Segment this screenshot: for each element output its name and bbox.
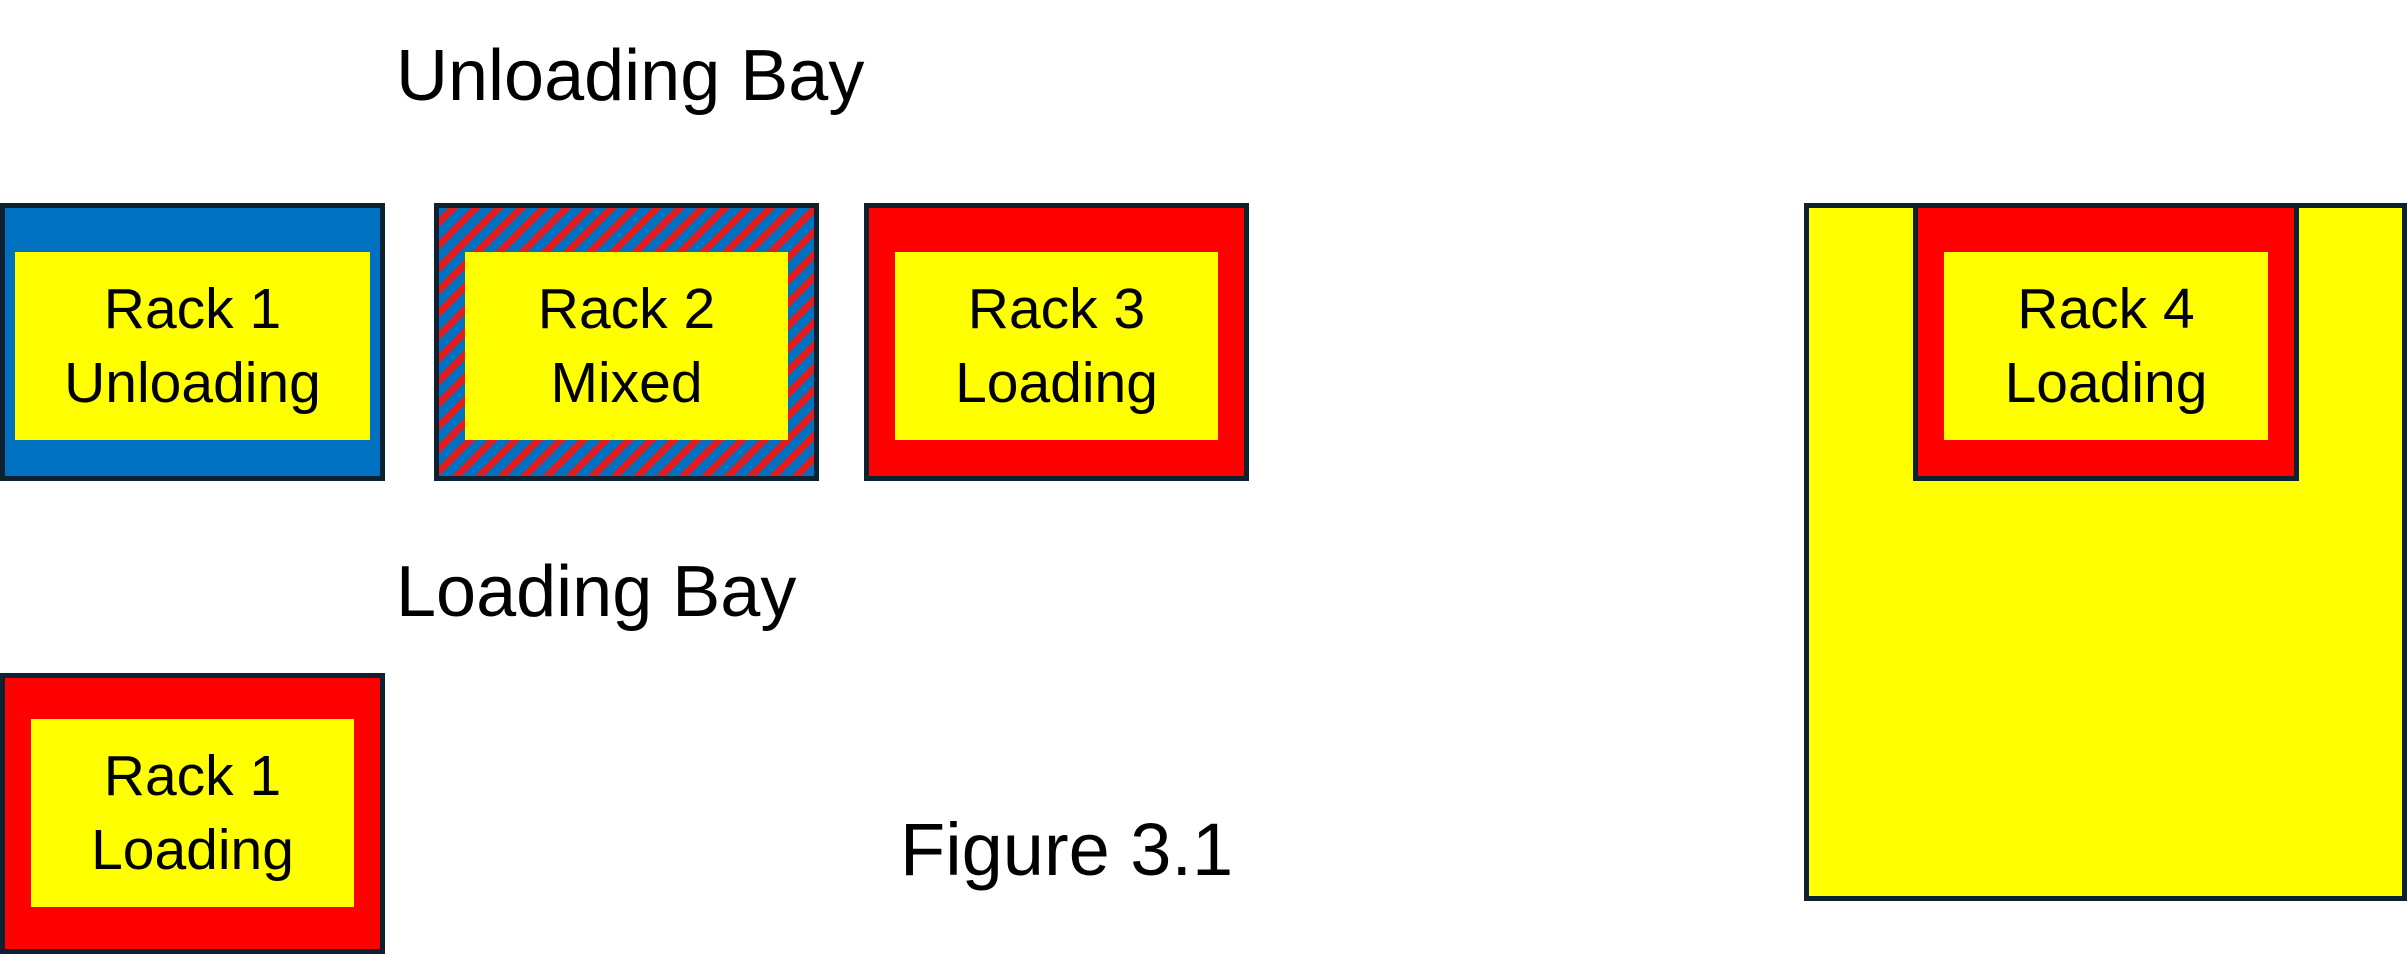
loading-bay-label: Loading Bay [396,552,797,632]
unloading-bay-label: Unloading Bay [396,36,865,116]
rack-name: Rack 3 [967,276,1146,341]
rack-status: Loading [955,351,1158,415]
rack-1-unloading-interior: Rack 1 Unloading [15,252,370,440]
rack-status: Loading [2004,351,2208,415]
rack-1-loading-interior: Rack 1 Loading [31,719,354,907]
rack-status: Loading [91,818,294,882]
figure-caption: Figure 3.1 [900,808,1234,891]
rack-name: Rack 1 [103,743,282,808]
rack-4-loading-interior: Rack 4 Loading [1944,252,2268,440]
rack-3-loading: Rack 3 Loading [864,203,1249,481]
rack-name: Rack 2 [537,276,716,341]
rack-name: Rack 1 [103,276,282,341]
rack-3-loading-interior: Rack 3 Loading [895,252,1218,440]
rack-status: Unloading [64,351,321,415]
rack-1-unloading: Rack 1 Unloading [0,203,385,481]
rack-status: Mixed [550,351,703,415]
rack-1-loading: Rack 1 Loading [0,673,385,954]
rack-2-mixed-interior: Rack 2 Mixed [465,252,788,440]
rack-name: Rack 4 [2017,276,2195,341]
rack-4-loading: Rack 4 Loading [1913,203,2299,481]
rack-2-mixed: Rack 2 Mixed [434,203,819,481]
